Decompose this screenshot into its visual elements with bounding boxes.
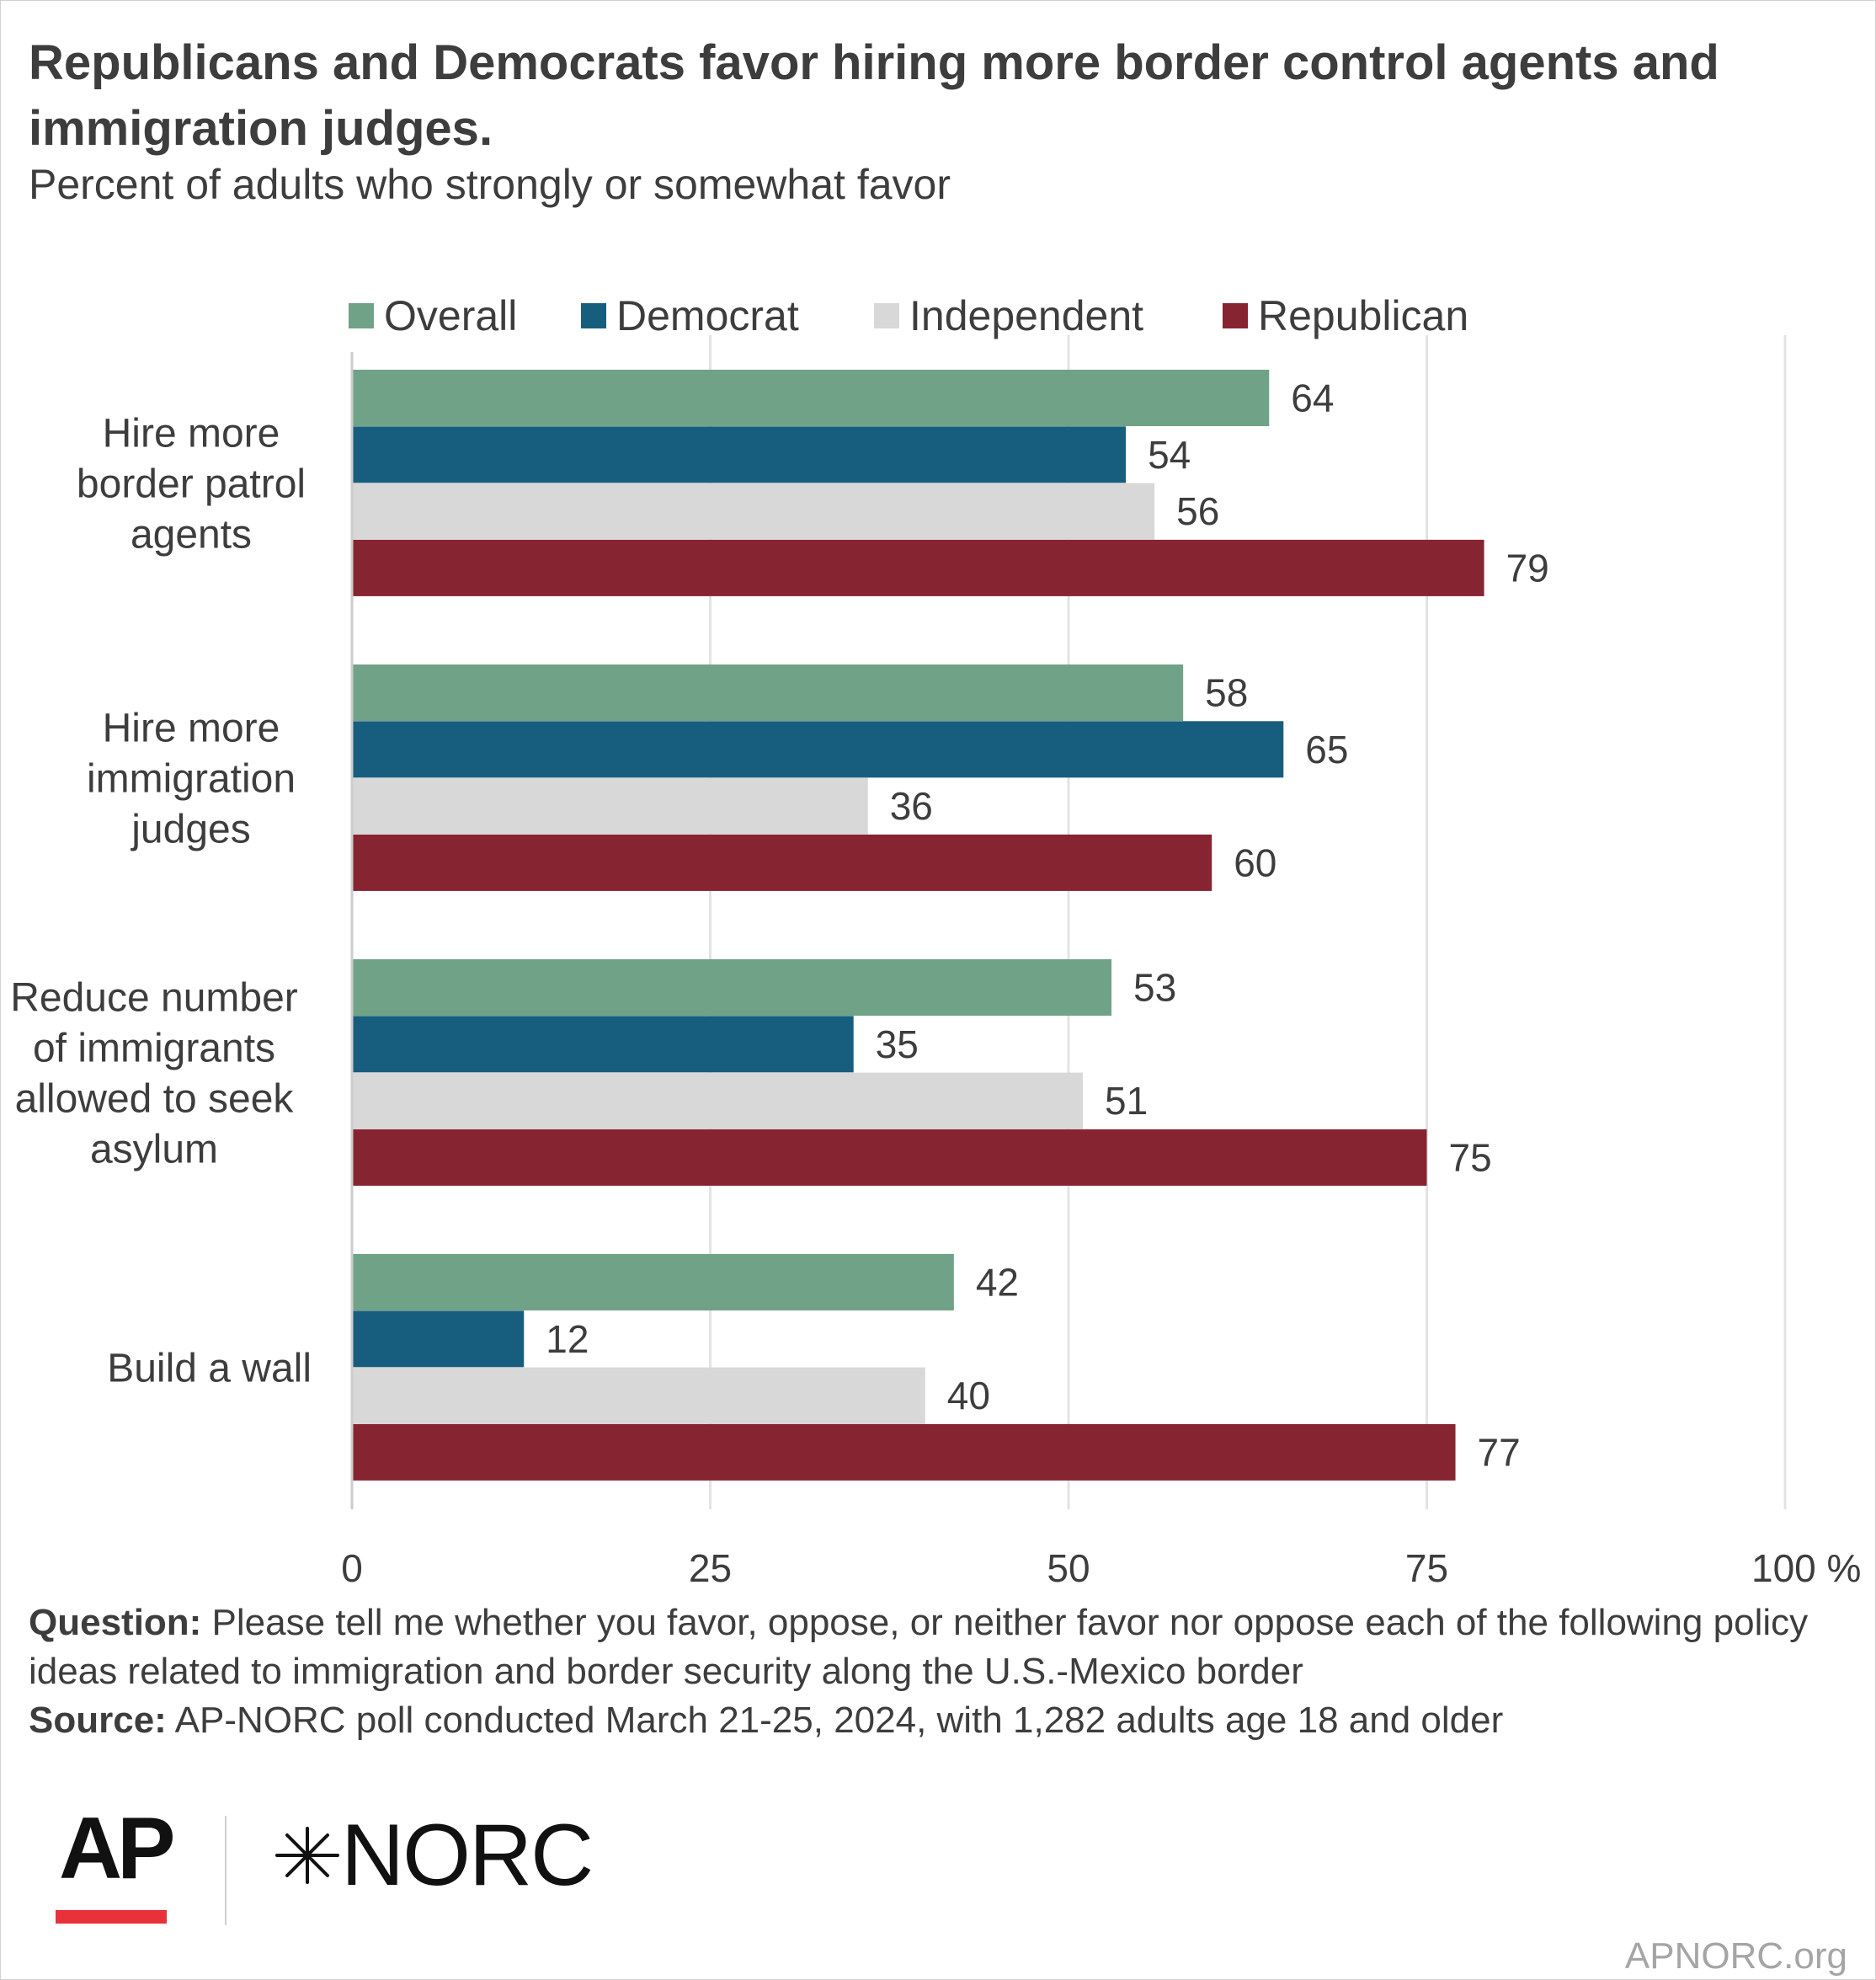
data-label-democrat-0: 54 xyxy=(1148,433,1191,477)
data-label-independent-1: 36 xyxy=(890,784,933,828)
bar-republican-1 xyxy=(352,834,1212,891)
legend-swatch-independent xyxy=(874,303,899,328)
category-label-0-line-1: border patrol xyxy=(77,462,306,507)
bar-overall-0 xyxy=(352,370,1270,426)
bar-republican-0 xyxy=(352,539,1484,596)
category-label-0-line-2: agents xyxy=(131,513,252,558)
data-label-republican-2: 75 xyxy=(1449,1135,1492,1179)
data-label-overall-3: 42 xyxy=(976,1261,1019,1305)
data-label-democrat-2: 35 xyxy=(876,1022,919,1066)
bar-independent-2 xyxy=(352,1072,1084,1129)
category-label-2-line-1: of immigrants xyxy=(33,1027,275,1071)
data-label-republican-3: 77 xyxy=(1478,1430,1521,1474)
site-link[interactable]: APNORC.org xyxy=(1624,1935,1847,1977)
chart-title: Republicans and Democrats favor hiring m… xyxy=(29,35,1719,156)
x-tick-label-0: 0 xyxy=(341,1546,363,1583)
legend-label-independent: Independent xyxy=(909,292,1143,339)
chart-subtitle: Percent of adults who strongly or somewh… xyxy=(29,161,951,208)
legend-swatch-republican xyxy=(1223,303,1248,328)
data-label-republican-1: 60 xyxy=(1234,841,1276,884)
data-label-independent-2: 51 xyxy=(1105,1079,1148,1123)
bar-independent-3 xyxy=(352,1367,925,1424)
category-label-2-line-2: allowed to seek xyxy=(15,1077,295,1122)
x-tick-label-25: 25 xyxy=(689,1546,732,1583)
bar-democrat-2 xyxy=(352,1016,854,1073)
data-label-independent-0: 56 xyxy=(1176,489,1219,533)
legend-label-republican: Republican xyxy=(1258,292,1468,339)
legend-label-democrat: Democrat xyxy=(616,292,799,339)
legend-swatch-overall xyxy=(349,303,374,328)
ap-logo-accent-bar xyxy=(56,1910,167,1924)
bar-democrat-0 xyxy=(352,426,1127,483)
legend-swatch-democrat xyxy=(581,303,606,328)
data-label-overall-1: 58 xyxy=(1205,671,1248,715)
bar-republican-3 xyxy=(352,1423,1456,1481)
bar-republican-2 xyxy=(352,1129,1427,1186)
bar-democrat-3 xyxy=(352,1310,525,1368)
star-burst-icon xyxy=(275,1827,339,1884)
legend-label-overall: Overall xyxy=(384,292,517,339)
bar-overall-3 xyxy=(352,1254,954,1310)
category-label-1-line-2: judges xyxy=(130,808,250,852)
data-label-overall-0: 64 xyxy=(1291,376,1334,420)
data-label-independent-3: 40 xyxy=(947,1374,990,1417)
source-label: Source: xyxy=(29,1700,167,1741)
source-text: AP-NORC poll conducted March 21-25, 2024… xyxy=(166,1700,1504,1741)
category-label-0-line-0: Hire more xyxy=(103,412,280,456)
bar-independent-1 xyxy=(352,777,868,835)
question-label: Question: xyxy=(29,1602,202,1643)
category-label-2-line-0: Reduce number xyxy=(10,976,298,1021)
category-label-3-line-0: Build a wall xyxy=(107,1347,312,1391)
category-label-1-line-0: Hire more xyxy=(103,707,280,751)
x-tick-label-50: 50 xyxy=(1047,1546,1090,1583)
category-label-2-line-3: asylum xyxy=(90,1128,218,1172)
ap-logo: AP xyxy=(59,1800,176,1897)
data-label-overall-2: 53 xyxy=(1133,966,1176,1010)
question-text: Please tell me whether you favor, oppose… xyxy=(29,1602,1809,1692)
bar-overall-2 xyxy=(352,959,1112,1016)
data-label-republican-0: 79 xyxy=(1506,546,1549,590)
bar-democrat-1 xyxy=(352,721,1284,778)
x-tick-label-100: 100 % xyxy=(1751,1546,1861,1583)
logo-divider xyxy=(225,1816,227,1925)
data-label-democrat-1: 65 xyxy=(1305,728,1348,771)
chart-notes: Question: Please tell me whether you fav… xyxy=(29,1598,1856,1745)
category-label-1-line-1: immigration xyxy=(87,757,296,802)
bar-overall-1 xyxy=(352,664,1184,721)
bar-independent-0 xyxy=(352,483,1155,540)
norc-logo: NORC xyxy=(274,1807,594,1904)
data-label-democrat-3: 12 xyxy=(546,1317,589,1361)
x-tick-label-75: 75 xyxy=(1405,1546,1448,1583)
bar-chart: Overall Democrat Independent Republican 64 54… xyxy=(10,292,1861,1583)
norc-logo-text: NORC xyxy=(341,1807,594,1904)
